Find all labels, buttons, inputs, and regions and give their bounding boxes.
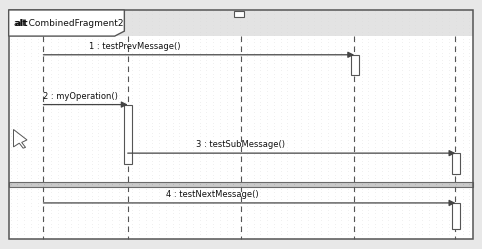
Bar <box>9 10 473 36</box>
Bar <box>234 11 244 17</box>
Text: 3 : testSubMessage(): 3 : testSubMessage() <box>197 140 285 149</box>
Bar <box>452 153 460 174</box>
Text: 4 : testNextMessage(): 4 : testNextMessage() <box>166 190 258 199</box>
Polygon shape <box>9 10 124 36</box>
Text: alt: alt <box>14 19 28 28</box>
Bar <box>9 182 473 187</box>
Text: 2 : myOperation(): 2 : myOperation() <box>43 92 118 101</box>
Bar <box>452 203 460 229</box>
Bar <box>351 55 359 75</box>
Bar <box>124 105 132 164</box>
Text: alt CombinedFragment2: alt CombinedFragment2 <box>14 19 124 28</box>
Text: 1 : testPrevMessage(): 1 : testPrevMessage() <box>89 42 181 51</box>
